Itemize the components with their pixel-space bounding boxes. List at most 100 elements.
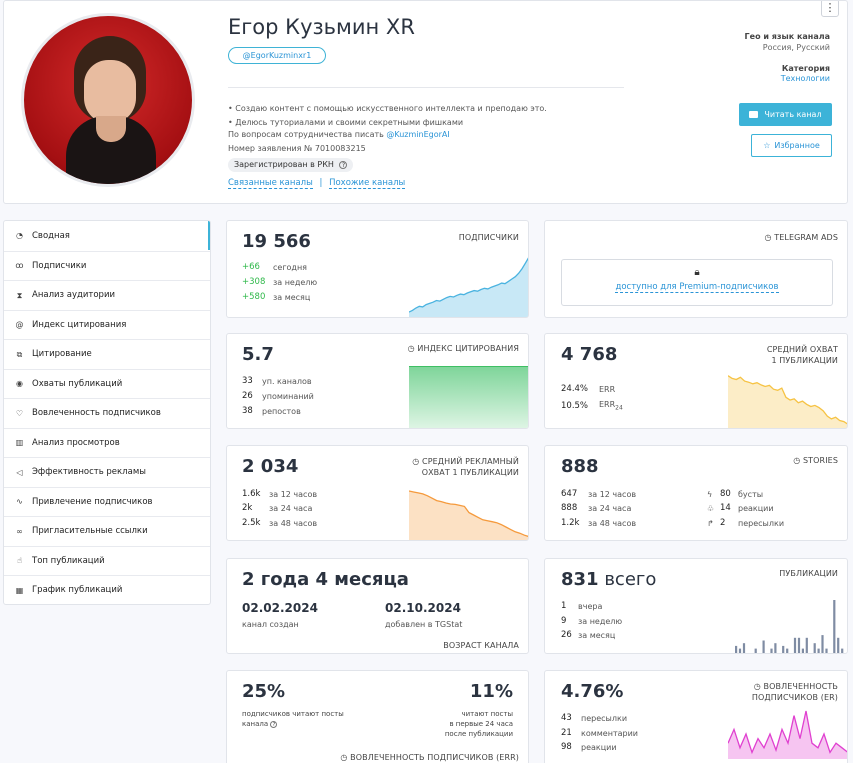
publications-bar xyxy=(762,640,765,653)
calendar-icon: ▦ xyxy=(15,585,24,595)
telegram-ads-card: ◷ TELEGRAM ADS 🔒︎ доступно для Premium-п… xyxy=(544,220,848,318)
citation-index-card[interactable]: 5.7 ◷ ИНДЕКС ЦИТИРОВАНИЯ 33 уп. каналов 2… xyxy=(226,333,529,429)
sidebar-item-1[interactable]: ◔ Сводная xyxy=(4,221,210,250)
related-channels-link[interactable]: Связанные каналы xyxy=(228,178,313,189)
sidebar-item-2[interactable]: ꝏ Подписчики xyxy=(4,250,210,280)
subscribers-label-month: за месяц xyxy=(273,292,311,302)
users-icon: ꝏ xyxy=(15,261,24,270)
reach-err-label: ERR xyxy=(599,384,616,394)
sidebar-item-10[interactable]: ∿ Привлечение подписчиков xyxy=(4,486,210,516)
sidebar-item-label: Индекс цитирования xyxy=(32,319,127,330)
clock-icon: ◷ xyxy=(340,753,348,762)
channel-header-card: Егор Кузьмин XR @EgorKuzminxr1 • Создаю … xyxy=(3,0,848,204)
subscribers-delta-today: +66 xyxy=(242,262,260,272)
ad-reach-value: 2 034 xyxy=(242,456,299,477)
publications-label-yesterday: вчера xyxy=(578,601,603,611)
premium-lock-box[interactable]: 🔒︎ доступно для Premium-подписчиков xyxy=(561,259,833,306)
sidebar-item-5[interactable]: ⧉ Цитирование xyxy=(4,339,210,368)
sidebar-item-label: Подписчики xyxy=(32,260,87,271)
thumbs-up-icon: ☝ xyxy=(17,556,22,565)
er-label-reactions: реакции xyxy=(581,742,617,752)
citation-label-mentions: упоминаний xyxy=(262,391,314,401)
err-left-text: подписчиков читают посты канала ? xyxy=(242,709,344,729)
average-reach-card[interactable]: 4 768 СРЕДНИЙ ОХВАТ 1 ПУБЛИКАЦИИ 24.4% ER… xyxy=(544,333,848,429)
reach-title-line-2: 1 ПУБЛИКАЦИИ xyxy=(771,356,838,365)
divider xyxy=(228,87,624,88)
reach-title-line-1: СРЕДНИЙ ОХВАТ xyxy=(766,345,838,354)
sidebar-item-12[interactable]: ☝ Топ публикаций xyxy=(4,545,210,575)
sidebar-item-3[interactable]: ⧗ Анализ аудитории xyxy=(4,280,210,309)
reach-err24-value: 10.5% xyxy=(561,400,589,411)
er-title-line-2: ПОДПИСЧИКОВ (ER) xyxy=(751,693,838,702)
publications-bar xyxy=(770,648,773,653)
subscribers-label-today: сегодня xyxy=(273,262,307,272)
rkn-badge[interactable]: Зарегистрирован в РКН ? xyxy=(228,158,354,172)
publications-label-month: за месяц xyxy=(578,630,616,640)
eye-icon: ◉ xyxy=(16,379,23,388)
premium-link-text[interactable]: доступно для Premium-подписчиков xyxy=(615,282,779,293)
sidebar-item-label: Анализ просмотров xyxy=(32,437,120,448)
added-label: добавлен в TGStat xyxy=(385,620,463,629)
publications-num-week: 9 xyxy=(561,616,567,626)
category-value[interactable]: Технологии xyxy=(780,74,830,83)
telegram-ads-title-text: TELEGRAM ADS xyxy=(774,233,838,242)
publications-bar xyxy=(833,600,836,653)
publications-label-week: за неделю xyxy=(578,616,623,626)
publications-suffix: всего xyxy=(604,569,657,590)
sidebar-item-6[interactable]: ◉ Охваты публикаций xyxy=(4,368,210,398)
sidebar-item-label: Пригласительные ссылки xyxy=(32,526,148,536)
publications-bar xyxy=(754,648,757,653)
stories-boosts-label: бусты xyxy=(738,489,764,499)
sidebar-item-13[interactable]: ▦ График публикаций xyxy=(4,575,210,604)
favorite-button[interactable]: ☆ Избранное xyxy=(751,134,832,157)
engagement-er-card[interactable]: 4.76% ◷ ВОВЛЕЧЕННОСТЬ ПОДПИСЧИКОВ (ER) 4… xyxy=(544,670,848,763)
er-label-shares: пересылки xyxy=(581,713,628,723)
stories-card[interactable]: 888 ◷ STORIES 647 за 12 часов 888 за 24 ча… xyxy=(544,445,848,541)
share-icon: ↱ xyxy=(707,518,714,528)
stories-reactions-num: 14 xyxy=(720,503,731,513)
ad-reach-title-line-2: ОХВАТ 1 ПУБЛИКАЦИИ xyxy=(421,468,519,477)
reach-err24-label: ERR24 xyxy=(599,400,623,412)
channel-age-value: 2 года 4 месяца xyxy=(242,569,409,590)
sidebar-item-9[interactable]: ◁ Эффективность рекламы xyxy=(4,457,210,486)
subscribers-card[interactable]: 19 566 ПОДПИСЧИКИ +66 сегодня +308 за неде… xyxy=(226,220,529,318)
more-options-button[interactable]: ⋮ xyxy=(821,1,839,17)
clock-icon: ◷ xyxy=(793,456,801,465)
premium-link[interactable]: доступно для Premium-подписчиков xyxy=(562,282,832,293)
similar-channels-link[interactable]: Похожие каналы xyxy=(329,178,406,189)
channel-handle-button[interactable]: @EgorKuzminxr1 xyxy=(228,47,326,64)
stories-value: 888 xyxy=(561,456,599,477)
reach-err-value: 24.4% xyxy=(561,384,589,394)
publications-bar xyxy=(782,645,785,653)
geo-value: Россия, Русский xyxy=(762,43,830,52)
sidebar-item-11[interactable]: ∞ Пригласительные ссылки xyxy=(4,516,210,545)
sidebar-item-label: Привлечение подписчиков xyxy=(32,496,153,507)
stories-label-48h: за 48 часов xyxy=(588,518,637,528)
sidebar-item-label: Охваты публикаций xyxy=(32,378,123,389)
citation-title: ◷ ИНДЕКС ЦИТИРОВАНИЯ xyxy=(408,344,519,353)
link-icon: ∞ xyxy=(16,526,23,536)
subscribers-line xyxy=(409,257,528,313)
ad-reach-num-24h: 2k xyxy=(242,503,253,513)
help-icon[interactable]: ? xyxy=(270,721,278,728)
publications-bar xyxy=(805,637,808,653)
citation-label-reposts: репостов xyxy=(262,406,301,416)
sidebar-item-7[interactable]: ♡ Вовлеченность подписчиков xyxy=(4,398,210,427)
sidebar-item-4[interactable]: @ Индекс цитирования xyxy=(4,309,210,339)
publications-card[interactable]: 831 всего ПУБЛИКАЦИИ 1 вчера 9 за неделю 2… xyxy=(544,558,848,654)
created-label: канал создан xyxy=(242,620,299,629)
contact-link[interactable]: @KuzminEgorAI xyxy=(386,130,450,139)
hourglass-icon: ⧗ xyxy=(16,290,23,300)
publications-bar xyxy=(801,648,804,653)
publications-bar xyxy=(821,635,824,653)
publications-bar-chart xyxy=(735,600,844,653)
read-channel-button[interactable]: Читать канал xyxy=(739,103,832,126)
sidebar-item-8[interactable]: ▥ Анализ просмотров xyxy=(4,427,210,457)
sidebar-item-label: Топ публикаций xyxy=(32,555,105,566)
help-icon[interactable]: ? xyxy=(339,161,348,169)
stories-reactions-label: реакции xyxy=(738,503,774,513)
ad-reach-card[interactable]: 2 034 ◷ СРЕДНИЙ РЕКЛАМНЫЙ ОХВАТ 1 ПУБЛИК… xyxy=(226,445,529,541)
channel-age-footer: ВОЗРАСТ КАНАЛА xyxy=(443,641,519,650)
engagement-err-card[interactable]: 25% подписчиков читают посты канала ? 11… xyxy=(226,670,529,763)
ad-reach-num-48h: 2.5k xyxy=(242,518,261,528)
